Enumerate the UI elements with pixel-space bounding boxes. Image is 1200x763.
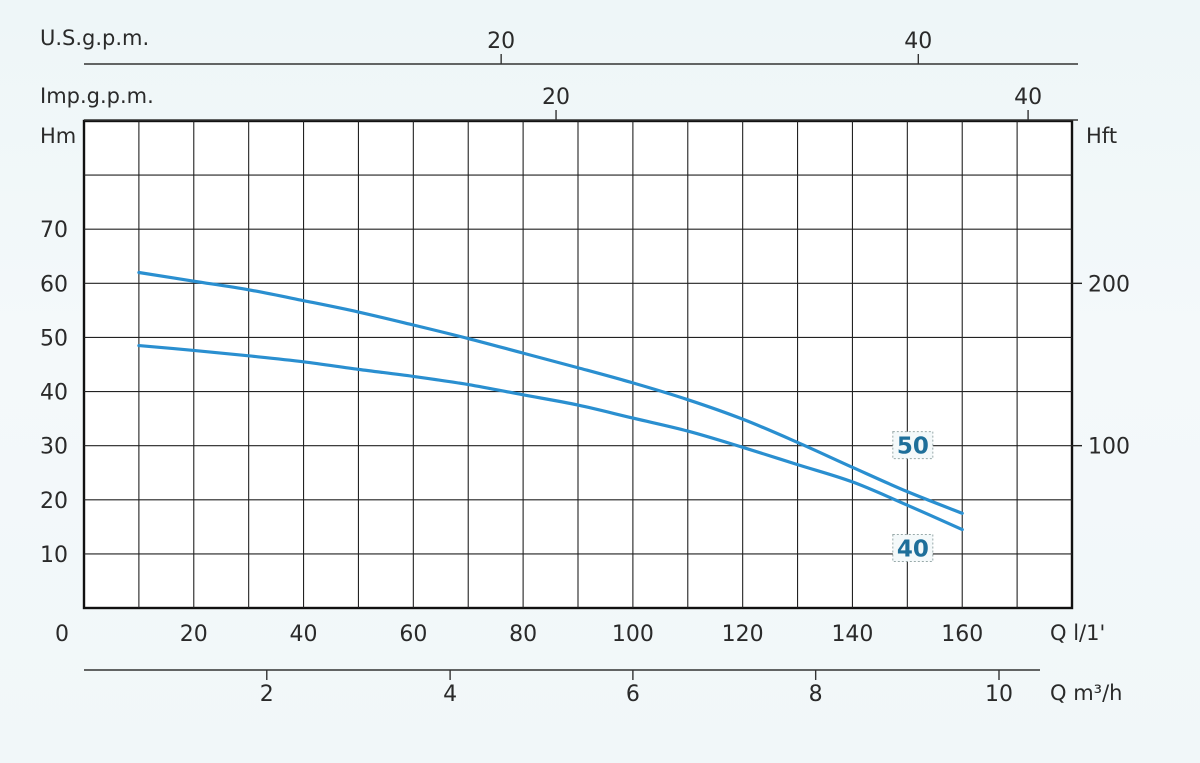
top-axis-tick-label: 20	[542, 85, 570, 110]
y-tick-label: 70	[40, 218, 68, 243]
grid-lines	[84, 121, 1072, 608]
pump-curve-50	[137, 270, 964, 515]
x-tick-label: 80	[509, 622, 537, 647]
top-axis-tick-label: 40	[1014, 85, 1042, 110]
y-tick-label: 30	[40, 435, 68, 460]
x-tick-label: 60	[399, 622, 427, 647]
right-axis-label: Hft	[1086, 124, 1117, 148]
y-tick-label: 10	[40, 543, 68, 568]
m3h-axis-tick-label: 2	[260, 682, 274, 707]
x-tick-label: 0	[55, 622, 69, 647]
x-axis-label: Q l/1'	[1050, 621, 1105, 645]
curve-label-box	[892, 533, 934, 562]
m3h-axis-tick-label: 8	[809, 682, 823, 707]
us-gpm-axis-label: U.S.g.p.m.	[40, 26, 149, 50]
x-tick-label: 100	[612, 622, 654, 647]
right-axis-tick-label: 100	[1088, 435, 1130, 460]
x-tick-label: 140	[831, 622, 873, 647]
y-tick-label: 40	[40, 381, 68, 406]
curve-label-50: 50	[897, 434, 929, 460]
pump-curve-40	[137, 343, 964, 532]
y-tick-label: 50	[40, 326, 68, 351]
m3h-axis-tick-label: 4	[443, 682, 457, 707]
m3h-axis-tick-label: 10	[985, 682, 1013, 707]
y-tick-label: 20	[40, 489, 68, 514]
curves	[137, 270, 964, 532]
y-axis-label: Hm	[40, 124, 76, 148]
curve-label-box	[892, 431, 934, 460]
tick-labels: 10 20 30 40 50 60 70 0 20 40 60 80 100 120 140 160 100 20…	[40, 29, 1130, 707]
imp-gpm-axis-label: Imp.g.p.m.	[40, 84, 154, 108]
y-tick-label: 60	[40, 272, 68, 297]
top-axis-tick-label: 40	[904, 29, 932, 54]
x-tick-label: 120	[722, 622, 764, 647]
x2-axis-label: Q m³/h	[1050, 681, 1122, 705]
x-tick-label: 160	[941, 622, 983, 647]
m3h-axis-tick-label: 6	[626, 682, 640, 707]
right-axis-tick-label: 200	[1088, 272, 1130, 297]
chart-labels: 50 40	[892, 431, 934, 562]
top-axis-tick-label: 20	[487, 29, 515, 54]
curve-label-40: 40	[897, 536, 929, 562]
x-tick-label: 40	[290, 622, 318, 647]
x-tick-label: 20	[180, 622, 208, 647]
